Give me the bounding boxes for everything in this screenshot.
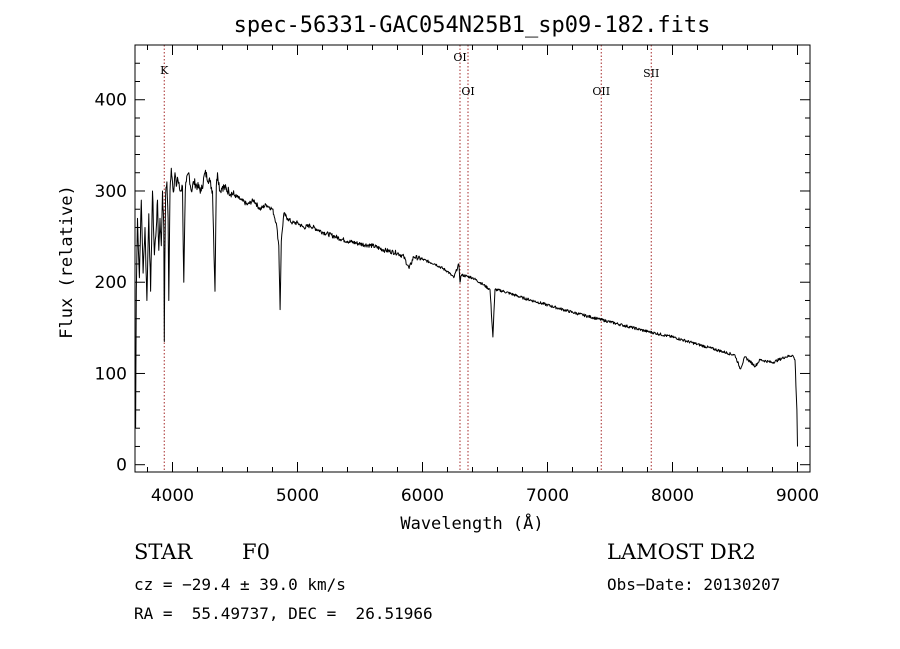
redshift-readout: cz = −29.4 ± 39.0 km/s (134, 575, 346, 594)
object-class: STAR (134, 540, 193, 564)
y-tick-label: 300 (95, 182, 127, 202)
x-tick-label: 7000 (526, 486, 569, 506)
plot-frame (134, 44, 811, 473)
y-axis-label: Flux (relative) (57, 185, 77, 339)
line-label-0: K (160, 64, 169, 77)
chart-title: spec-56331-GAC054N25B1_sp09-182.fits (234, 13, 711, 38)
x-axis: 4000 5000 6000 7000 8000 9000 (147, 45, 819, 506)
spectrum-line (135, 167, 798, 447)
line-label-1: OI (453, 51, 466, 64)
x-tick-label: 4000 (151, 486, 194, 506)
survey-name: LAMOST DR2 (607, 540, 756, 564)
line-label-2: OI (461, 85, 474, 98)
y-tick-label: 200 (95, 273, 127, 293)
y-tick-label: 100 (95, 364, 127, 384)
x-tick-label: 6000 (401, 486, 444, 506)
line-label-4: SII (643, 67, 659, 80)
y-tick-label: 400 (95, 91, 127, 111)
x-tick-label: 5000 (276, 486, 319, 506)
coordinates-readout: RA = 55.49737, DEC = 26.51966 (134, 604, 433, 623)
spectral-line-markers: K OI OI OII SII (160, 45, 659, 472)
x-tick-label: 8000 (651, 486, 694, 506)
y-tick-label: 0 (116, 456, 127, 476)
line-label-3: OII (592, 85, 610, 98)
spectral-subclass: F0 (242, 540, 270, 564)
y-axis: 0 100 200 300 400 (95, 62, 810, 476)
x-tick-label: 9000 (776, 486, 819, 506)
x-axis-label: Wavelength (Å) (400, 512, 543, 534)
observation-date: Obs−Date: 20130207 (607, 575, 781, 594)
